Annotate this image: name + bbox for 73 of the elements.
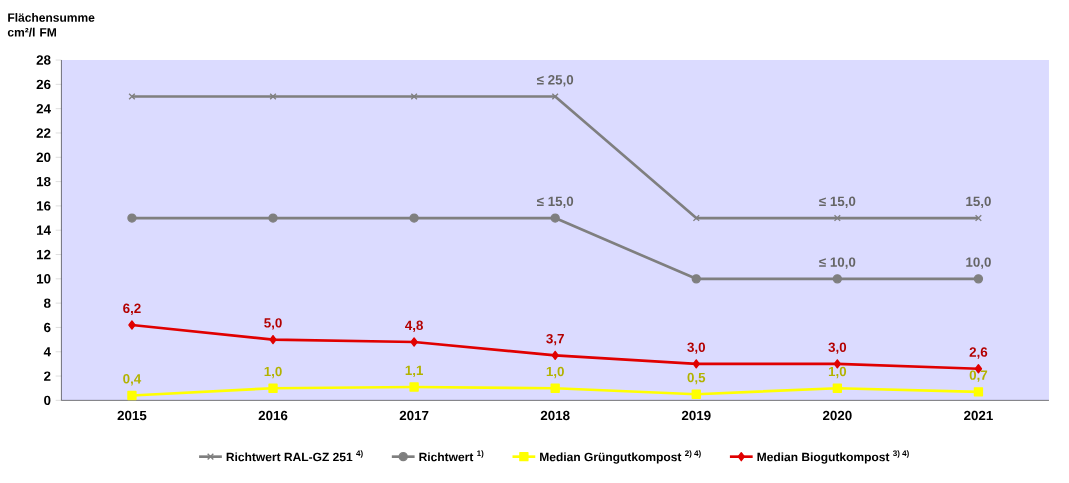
point [973,387,984,397]
data-label: 10,0 [966,257,991,269]
y-tick-label: 8 [43,298,51,308]
point [692,359,700,369]
point [551,92,559,100]
y-tick-label: 4 [43,347,51,357]
y-tick-label: 10 [36,274,51,284]
y-tick-label: 22 [36,128,51,138]
data-label: 1,0 [828,366,847,379]
x-tick-label: 2017 [399,410,429,421]
data-label: ≤ 10,0 [819,257,856,269]
x-tick-label: 2015 [117,410,147,421]
y-tick-label: 12 [36,249,51,260]
y-axis-title: Flächensumme cm²/l FM [7,12,95,37]
point [269,334,277,345]
data-label: 1,0 [264,366,282,379]
data-label: 3,7 [546,333,564,346]
point [409,213,419,223]
y-tick-label: 20 [36,152,51,162]
point [127,213,137,223]
data-label: 3,0 [828,342,847,354]
data-label: 6,2 [123,303,141,315]
point [691,389,701,399]
point [974,214,982,222]
point [128,92,136,100]
point [691,274,701,284]
point [551,350,559,361]
point [409,382,419,392]
y-tick-label: 14 [36,225,51,235]
point [268,213,278,223]
data-label: 2,6 [969,347,988,359]
y-tick-label: 24 [36,103,51,114]
data-label: 3,0 [687,342,705,354]
point [268,383,278,393]
x-tick-label: 2018 [540,410,570,421]
data-label: 5,0 [264,318,282,330]
y-tick-label: 26 [36,79,51,90]
data-label: ≤ 25,0 [536,75,574,87]
point [692,214,700,222]
legend-label: Median Biogutkompost $^{3) 4)}$ [757,450,909,464]
y-tick-label: 0 [44,395,51,406]
y-tick-label: 2 [44,371,51,381]
data-label: 1,0 [546,366,564,379]
data-label: 1,1 [405,365,424,377]
data-label: 4,8 [405,320,423,332]
legend-label: Richtwert RAL-GZ 251 $^{4)}$ [226,450,363,462]
point [832,383,843,393]
point [410,337,418,347]
x-tick-label: 2020 [822,410,852,421]
legend-label: Richtwert $^{1)}$ [419,450,484,462]
legend-label: Median Grüngutkompost $^{2) 4)}$ [540,450,701,464]
point [550,383,560,393]
data-label: 0,7 [969,370,988,382]
point [128,320,136,330]
point [269,92,277,100]
x-tick-label: 2016 [258,410,288,421]
point [832,274,843,284]
y-tick-label: 28 [36,55,51,65]
point [550,213,560,223]
data-label: ≤ 15,0 [819,196,856,208]
data-label: 15,0 [966,196,991,208]
data-label: 0,4 [123,374,142,386]
point [410,92,418,100]
point [973,274,984,284]
point [833,214,841,222]
data-label: ≤ 15,0 [536,196,574,208]
y-tick-label: 6 [44,322,51,333]
y-tick-label: 16 [36,201,51,211]
y-tick-label: 18 [36,176,51,187]
x-tick-label: 2021 [964,410,993,421]
point [127,390,137,401]
x-tick-label: 2019 [681,410,711,421]
data-label: 0,5 [687,372,706,385]
